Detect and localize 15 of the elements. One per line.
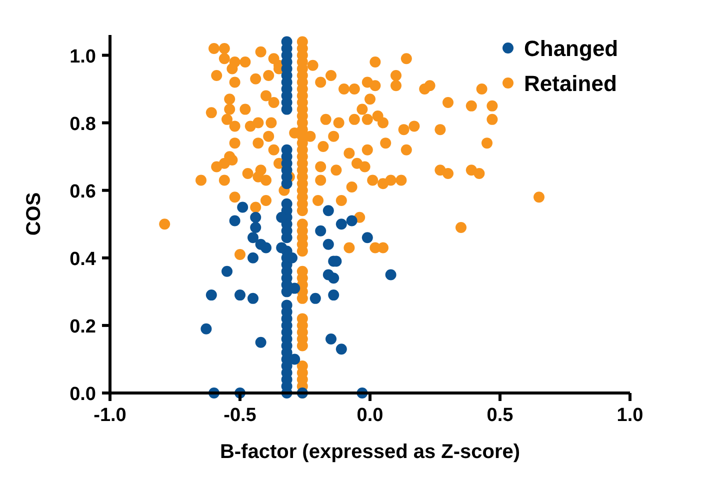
y-axis-title: COS [23, 192, 45, 236]
x-tick-label: 0.5 [486, 405, 514, 426]
x-axis-title: B-factor (expressed as Z-score) [220, 441, 520, 463]
legend-label: Retained [524, 71, 617, 96]
y-tick-label: 1.0 [70, 46, 96, 68]
y-tick-label: 0.0 [70, 384, 96, 405]
x-tick-label: -1.0 [94, 405, 126, 426]
y-tick-label: 0.8 [70, 114, 96, 135]
x-tick-label: 0.0 [356, 405, 384, 426]
x-tick-label: -0.5 [224, 405, 257, 426]
y-tick-label: 0.4 [70, 248, 96, 270]
x-tick-label: 1.0 [616, 405, 644, 426]
y-tick-label: 0.6 [70, 181, 96, 202]
legend-label: Changed [524, 36, 618, 61]
y-tick-label: 0.2 [70, 316, 96, 338]
